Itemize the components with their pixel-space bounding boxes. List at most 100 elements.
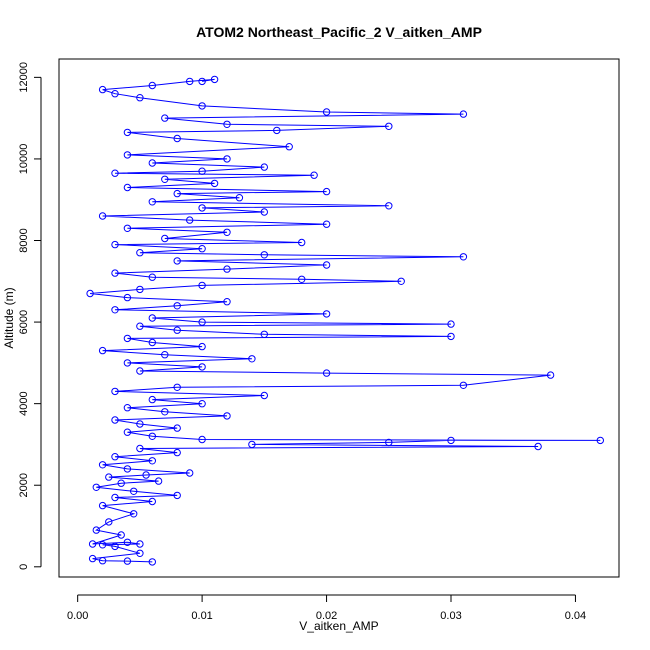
y-axis-label: Altitude (m): [2, 287, 16, 348]
data-point: [385, 438, 393, 447]
x-tick-label: 0.02: [316, 610, 337, 622]
data-point: [310, 171, 318, 179]
data-point: [111, 306, 119, 314]
data-point: [123, 359, 132, 367]
data-point: [298, 275, 306, 283]
data-point: [148, 558, 157, 566]
y-tick-label: 2000: [18, 473, 30, 497]
series-line-group: [90, 78, 601, 563]
data-point: [186, 216, 194, 224]
data-point: [123, 428, 132, 436]
data-point: [322, 369, 331, 377]
data-point: [111, 240, 119, 249]
data-point: [117, 479, 125, 487]
data-point: [198, 400, 206, 408]
data-point: [546, 371, 555, 379]
data-point: [198, 435, 206, 444]
data-point: [111, 493, 119, 502]
data-point: [459, 381, 468, 389]
data-point: [86, 289, 94, 298]
data-point: [322, 108, 331, 116]
data-point: [260, 391, 268, 400]
data-point: [322, 310, 331, 318]
data-point: [260, 330, 268, 338]
data-point: [98, 212, 107, 220]
data-point: [248, 355, 256, 363]
data-point: [223, 298, 231, 306]
data-point: [198, 102, 206, 110]
x-axis-label: V_aitken_AMP: [299, 619, 378, 633]
data-point: [223, 412, 231, 420]
data-point: [98, 557, 107, 565]
data-point: [123, 465, 132, 473]
data-point: [111, 542, 119, 551]
data-point: [223, 265, 231, 273]
data-point: [136, 420, 144, 428]
data-point: [98, 501, 107, 510]
data-point: [123, 404, 132, 412]
data-point: [198, 77, 206, 86]
data-point: [123, 128, 132, 137]
x-tick-label: 0.03: [440, 610, 461, 622]
data-point: [148, 314, 157, 322]
x-axis: 0.00 0.01 0.02 0.03 0.04: [67, 594, 586, 622]
data-point: [447, 332, 455, 341]
data-point: [136, 285, 144, 294]
data-point: [111, 416, 119, 424]
data-point: [248, 440, 256, 449]
data-point: [198, 318, 206, 326]
data-point: [385, 122, 393, 131]
series-line: [90, 78, 601, 563]
data-point: [210, 75, 219, 84]
data-point: [136, 322, 144, 330]
data-point: [123, 557, 132, 565]
x-tick-label: 0.01: [191, 610, 212, 622]
data-point: [148, 273, 157, 281]
data-point: [322, 220, 331, 228]
y-tick-label: 0: [18, 564, 30, 570]
data-point: [173, 257, 181, 265]
data-point: [111, 453, 119, 461]
data-point: [88, 540, 97, 548]
data-point: [285, 143, 293, 151]
data-point: [223, 228, 231, 237]
data-point: [260, 163, 268, 171]
data-point: [130, 487, 138, 495]
chart-title: ATOM2 Northeast_Pacific_2 V_aitken_AMP: [196, 24, 482, 40]
data-point: [173, 302, 181, 310]
y-tick-label: 4000: [18, 391, 30, 415]
data-point: [186, 77, 194, 86]
data-point: [459, 110, 468, 118]
data-point: [148, 497, 157, 506]
data-point: [596, 436, 604, 445]
x-tick-label: 0.04: [565, 610, 586, 622]
data-point: [447, 436, 455, 445]
data-point: [123, 538, 132, 546]
data-point: [173, 326, 181, 334]
data-point: [198, 204, 206, 212]
data-point: [534, 442, 542, 451]
data-point: [173, 424, 181, 432]
data-point: [173, 134, 181, 143]
data-point: [322, 261, 331, 269]
series-point-group: [86, 75, 604, 566]
data-point: [123, 224, 132, 233]
data-point: [98, 346, 107, 355]
data-point: [117, 531, 125, 539]
data-point: [130, 510, 138, 518]
data-point: [148, 159, 157, 167]
data-point: [161, 175, 169, 184]
data-point: [161, 408, 169, 416]
data-point: [148, 198, 157, 206]
data-point: [223, 155, 231, 163]
data-point: [173, 383, 181, 391]
data-point: [142, 471, 150, 479]
data-point: [92, 483, 101, 491]
data-point: [273, 126, 281, 135]
data-point: [148, 81, 157, 90]
data-point: [173, 448, 181, 457]
x-tick-label: 0.00: [67, 610, 88, 622]
data-point: [173, 491, 181, 500]
data-point: [123, 334, 132, 343]
data-point: [136, 249, 144, 257]
